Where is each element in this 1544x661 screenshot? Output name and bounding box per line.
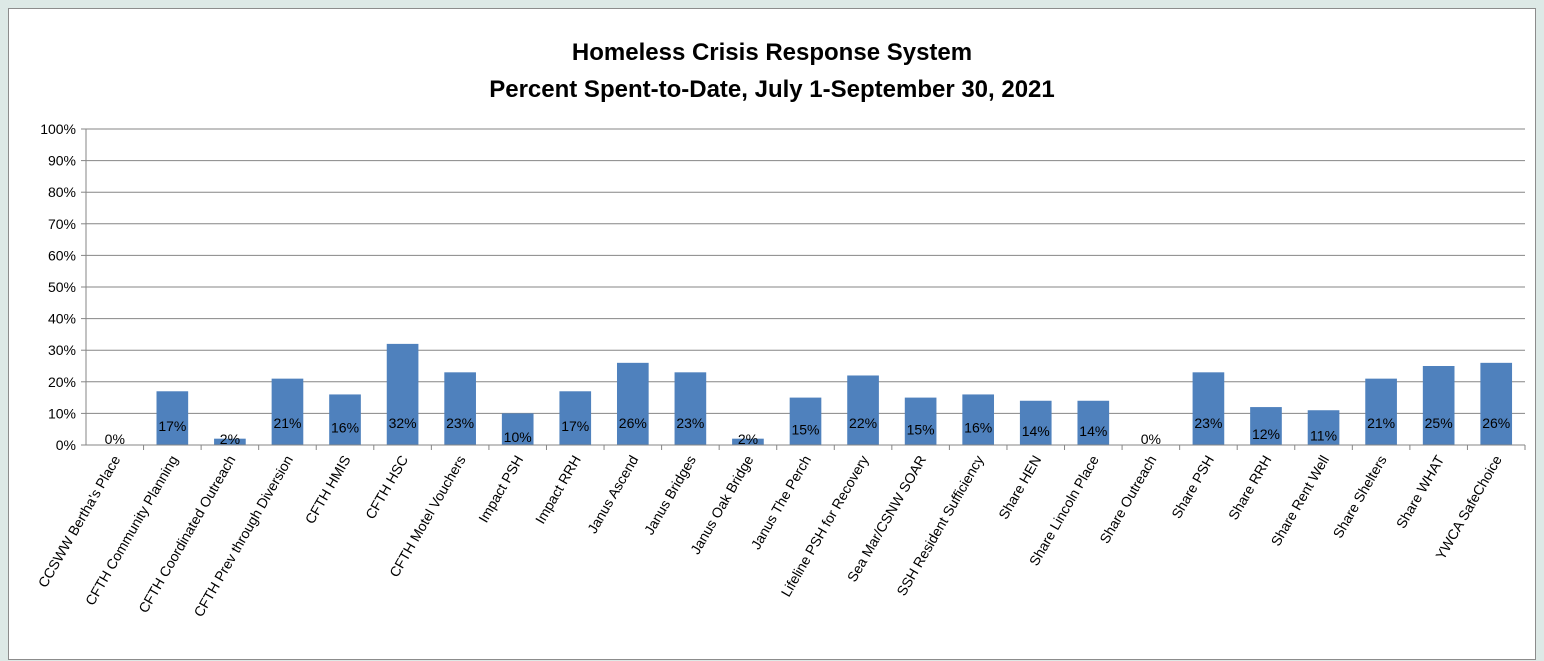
bar <box>674 372 707 445</box>
data-label: 21% <box>273 415 301 431</box>
chart-frame: Homeless Crisis Response System Percent … <box>8 8 1536 660</box>
x-category-label: Share HEN <box>995 453 1044 522</box>
data-label: 16% <box>331 420 359 436</box>
bar <box>616 362 649 445</box>
data-label: 17% <box>158 418 186 434</box>
x-category-label: Janus Bridges <box>641 453 699 538</box>
y-tick-label: 20% <box>48 374 76 390</box>
bar <box>732 438 764 445</box>
bar <box>559 391 592 445</box>
y-tick-label: 30% <box>48 342 76 358</box>
data-label: 10% <box>504 429 532 445</box>
data-label: 16% <box>964 420 992 436</box>
x-category-label: CFTH HMIS <box>302 453 354 527</box>
y-tick-label: 50% <box>48 279 76 295</box>
x-category-label: YWCA SafeChoice <box>1432 452 1505 562</box>
bar <box>329 394 361 445</box>
x-category-label: Share RRH <box>1225 453 1275 523</box>
x-category-label: Janus Ascend <box>584 453 641 536</box>
bar-chart: 0%10%20%30%40%50%60%70%80%90%100%0%CCSWW… <box>35 121 1526 620</box>
data-label: 26% <box>1482 415 1510 431</box>
x-category-label: CFTH Coordinated Outreach <box>135 453 238 616</box>
bar <box>444 372 476 445</box>
bar <box>1192 372 1225 445</box>
bar <box>1422 366 1455 445</box>
y-tick-label: 10% <box>48 405 76 421</box>
x-category-label: Share Rent Well <box>1267 453 1332 549</box>
x-category-label: Impact RRH <box>532 453 584 527</box>
y-tick-label: 90% <box>48 153 76 169</box>
data-label: 2% <box>738 431 758 447</box>
x-category-label: Janus The Perch <box>747 453 814 552</box>
data-label: 0% <box>105 431 125 447</box>
bar <box>1250 407 1282 445</box>
bar <box>904 397 937 445</box>
data-label: 23% <box>446 415 474 431</box>
bar <box>1307 410 1340 445</box>
data-label: 11% <box>1310 428 1337 444</box>
bar <box>386 343 419 445</box>
data-label: 23% <box>676 415 704 431</box>
y-tick-label: 60% <box>48 247 76 263</box>
bar <box>1365 378 1397 445</box>
data-label: 32% <box>389 415 417 431</box>
data-label: 14% <box>1022 423 1050 439</box>
bar <box>214 438 246 445</box>
bar <box>156 391 189 445</box>
data-label: 0% <box>1141 431 1161 447</box>
data-label: 15% <box>907 421 935 437</box>
x-category-label: CFTH Prev through Diversion <box>190 453 296 620</box>
bar <box>789 397 822 445</box>
bar <box>271 378 304 445</box>
x-category-label: CFTH HSC <box>362 453 411 522</box>
chart-title: Homeless Crisis Response System <box>571 39 973 66</box>
bar <box>1019 400 1052 445</box>
data-label: 21% <box>1367 415 1395 431</box>
bar <box>1077 400 1110 445</box>
data-label: 23% <box>1194 415 1222 431</box>
y-tick-label: 0% <box>56 437 76 453</box>
data-label: 12% <box>1252 426 1280 442</box>
data-label: 15% <box>791 421 819 437</box>
x-category-label: Janus Oak Bridge <box>687 452 757 557</box>
x-category-label: Share PSH <box>1168 453 1217 522</box>
bar <box>1480 362 1513 445</box>
data-label: 17% <box>561 418 589 434</box>
data-label: 2% <box>220 431 240 447</box>
y-tick-label: 40% <box>48 311 76 327</box>
y-tick-label: 70% <box>48 216 76 232</box>
x-category-label: Share Outreach <box>1096 453 1159 547</box>
bar <box>962 394 995 445</box>
data-label: 26% <box>619 415 647 431</box>
bar <box>847 375 879 445</box>
x-category-label: Impact PSH <box>475 453 526 526</box>
y-tick-label: 80% <box>48 184 76 200</box>
y-tick-label: 100% <box>40 121 76 137</box>
data-label: 25% <box>1425 415 1453 431</box>
data-label: 22% <box>849 415 877 431</box>
chart-subtitle: Percent Spent-to-Date, July 1-September … <box>489 76 1055 103</box>
data-label: 14% <box>1079 423 1107 439</box>
x-category-label: Share WHAT <box>1393 452 1448 531</box>
x-category-label: Share Shelters <box>1330 453 1390 541</box>
bar <box>501 413 534 445</box>
